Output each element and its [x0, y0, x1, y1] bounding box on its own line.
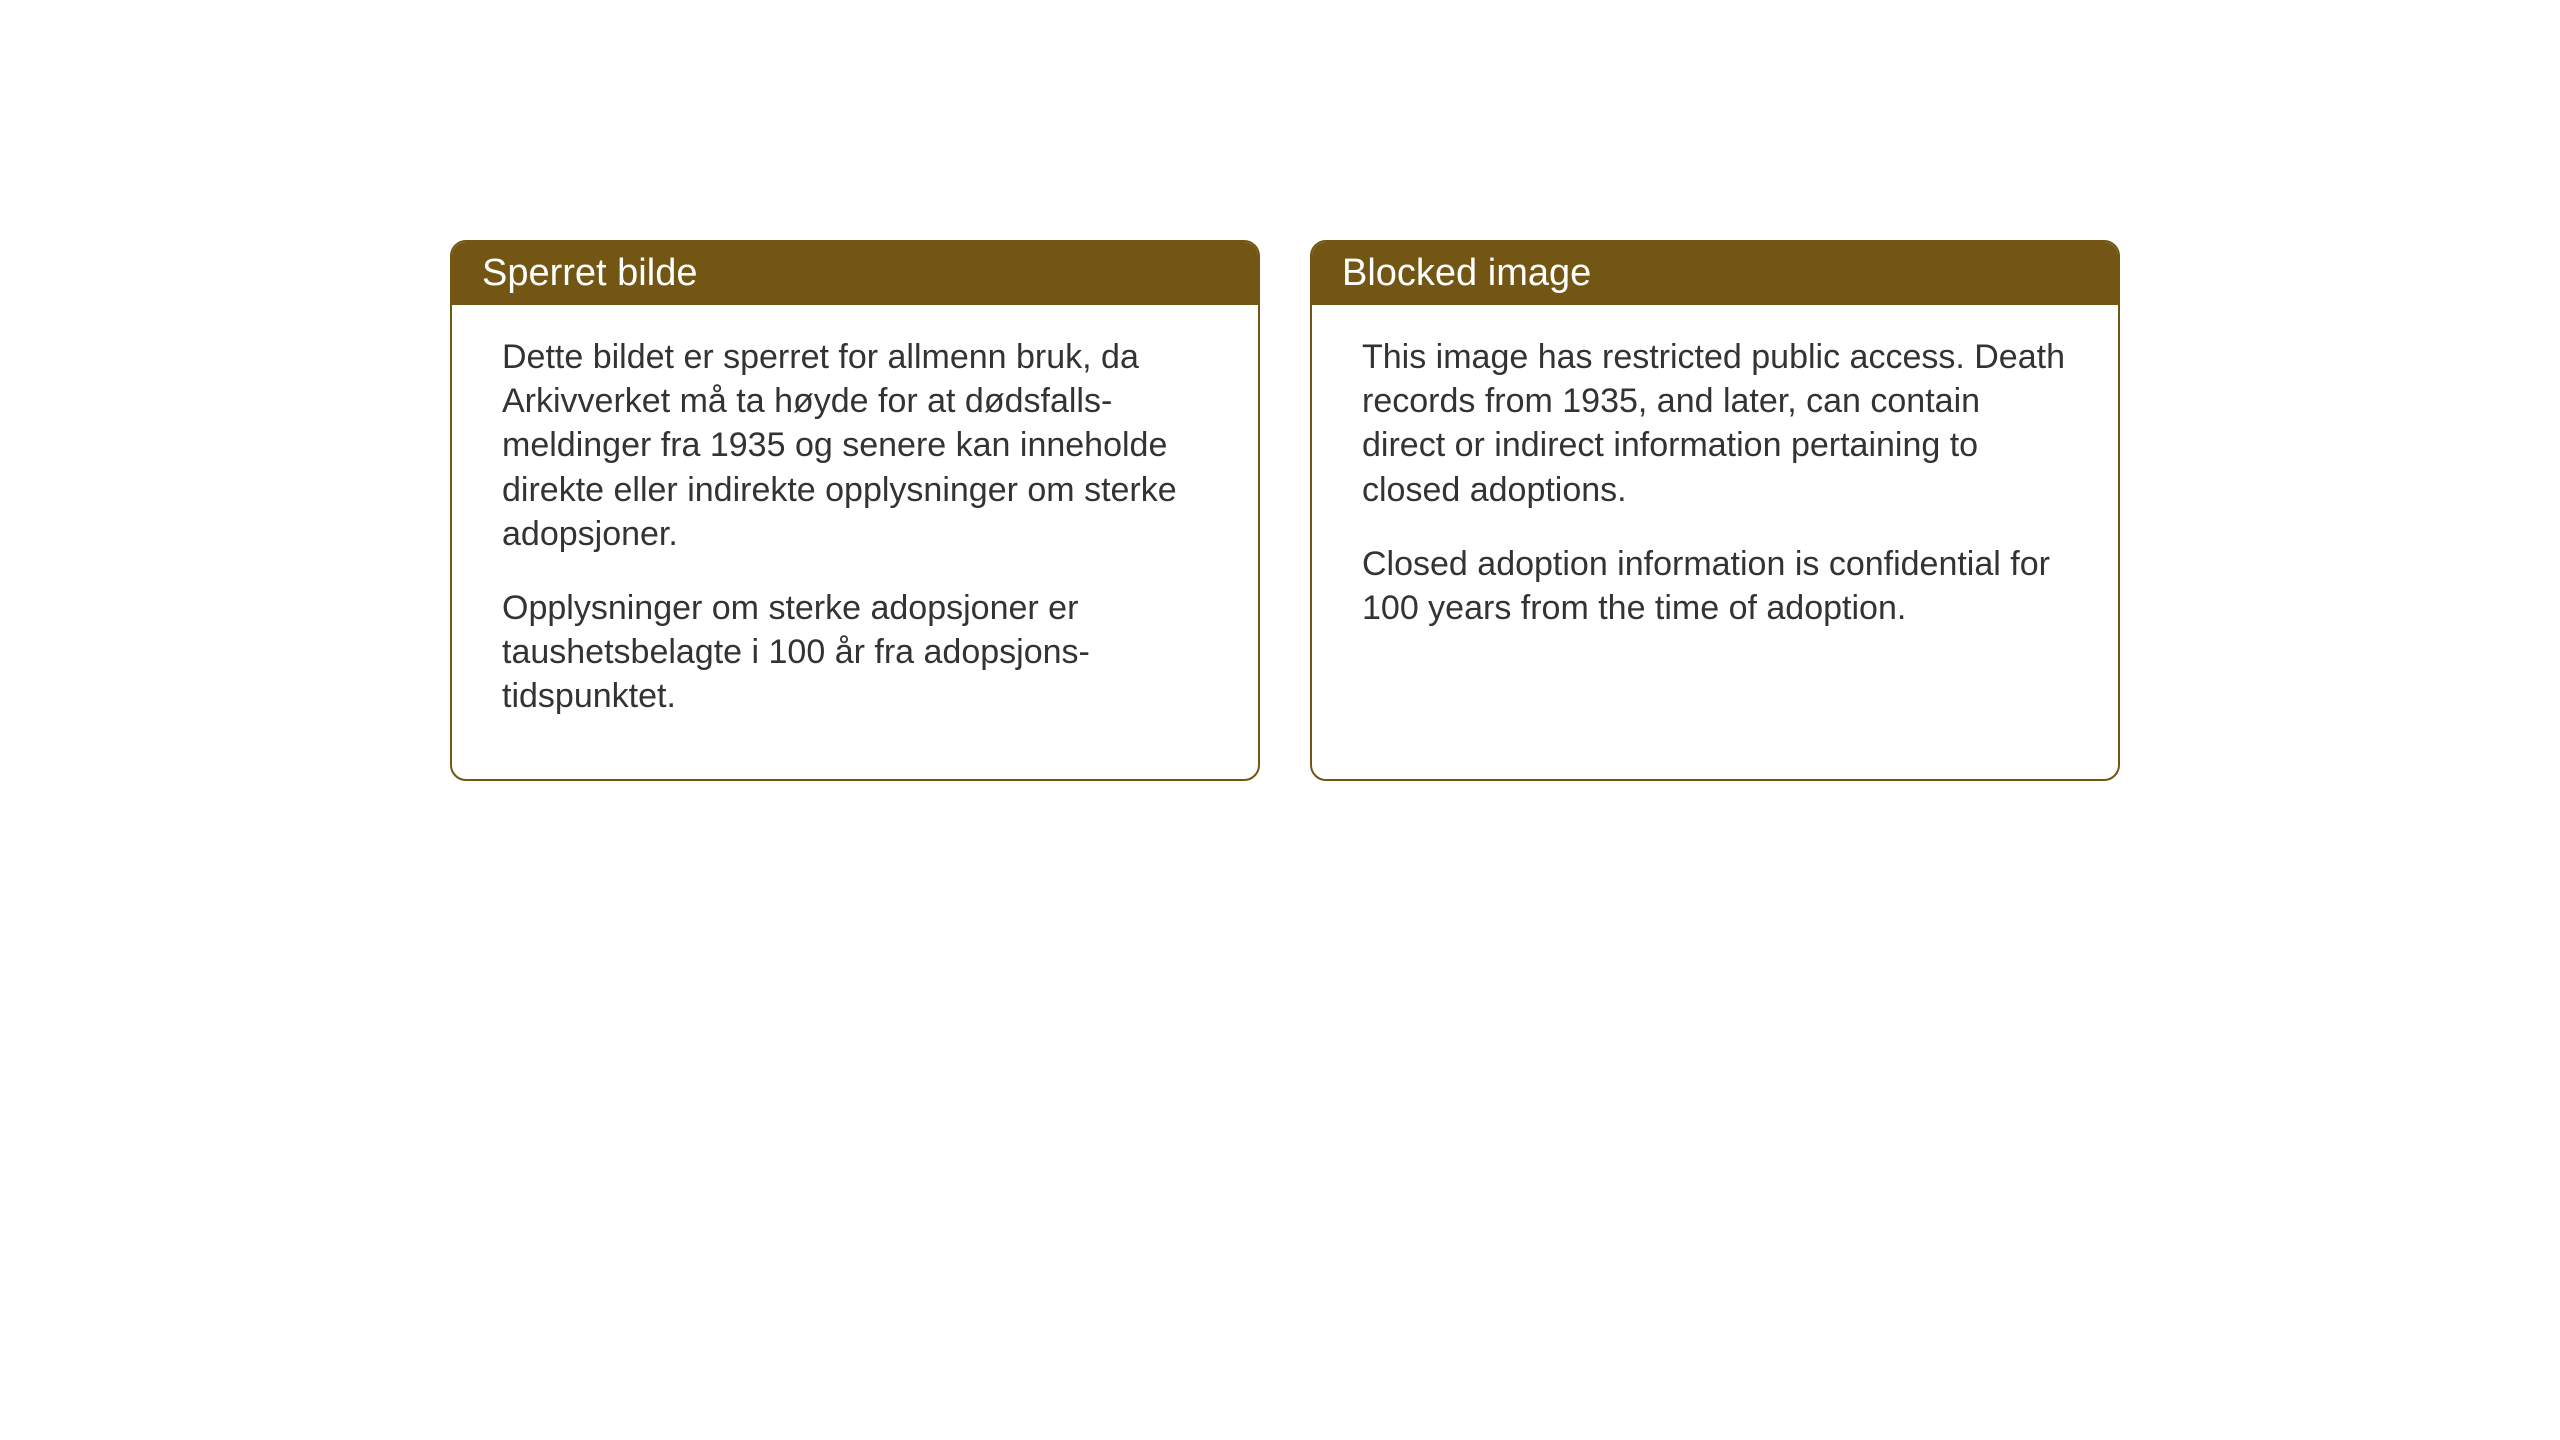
notice-paragraph-1-norwegian: Dette bildet er sperret for allmenn bruk…: [502, 335, 1208, 556]
notice-title-english: Blocked image: [1342, 252, 1591, 294]
notice-title-norwegian: Sperret bilde: [482, 252, 697, 294]
notice-paragraph-2-norwegian: Opplysninger om sterke adopsjoner er tau…: [502, 586, 1208, 719]
notice-card-norwegian: Sperret bilde Dette bildet er sperret fo…: [450, 240, 1260, 781]
notice-container: Sperret bilde Dette bildet er sperret fo…: [450, 240, 2120, 781]
notice-card-english: Blocked image This image has restricted …: [1310, 240, 2120, 781]
notice-paragraph-1-english: This image has restricted public access.…: [1362, 335, 2068, 512]
notice-paragraph-2-english: Closed adoption information is confident…: [1362, 542, 2068, 630]
notice-header-norwegian: Sperret bilde: [452, 242, 1258, 305]
notice-body-english: This image has restricted public access.…: [1312, 305, 2118, 690]
notice-body-norwegian: Dette bildet er sperret for allmenn bruk…: [452, 305, 1258, 779]
notice-header-english: Blocked image: [1312, 242, 2118, 305]
